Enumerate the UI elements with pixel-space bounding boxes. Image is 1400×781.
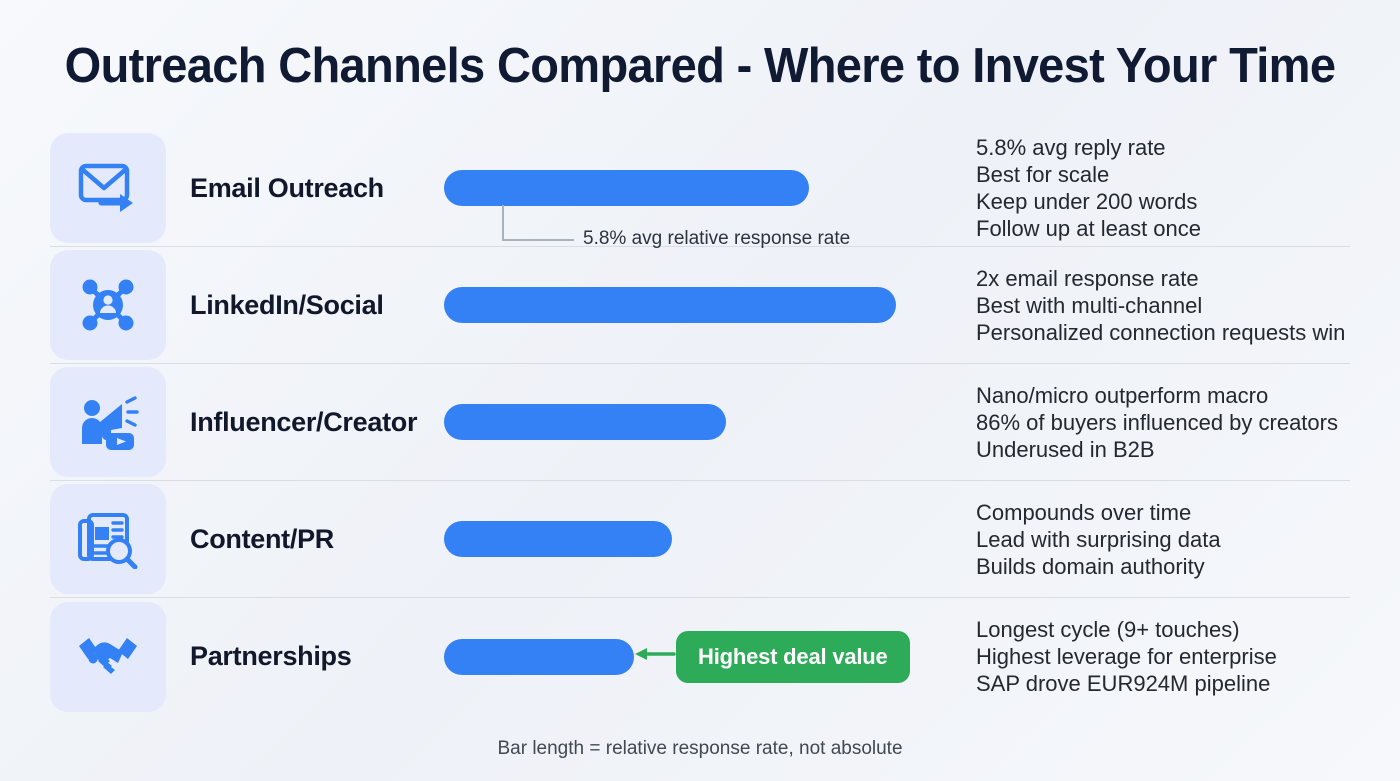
note-line: 2x email response rate — [976, 265, 1199, 291]
channel-notes: 5.8% avg reply rate Best for scale Keep … — [934, 134, 1350, 242]
channel-rows: Email Outreach 5.8% avg relative respons… — [50, 130, 1350, 715]
callout-leader-line — [502, 205, 574, 241]
note-line: 86% of buyers influenced by creators — [976, 409, 1338, 435]
channel-label: Email Outreach — [190, 172, 384, 203]
social-network-icon — [77, 274, 139, 336]
channel-notes: 2x email response rate Best with multi-c… — [934, 265, 1350, 346]
email-outreach-icon — [77, 159, 139, 217]
note-line: Builds domain authority — [976, 553, 1205, 579]
note-line: Highest leverage for enterprise — [976, 644, 1277, 669]
bar-callout: 5.8% avg relative response rate — [502, 205, 850, 250]
note-line: Underused in B2B — [976, 436, 1155, 462]
note-line: Follow up at least once — [976, 216, 1202, 241]
bar-area: Highest deal value — [444, 602, 934, 712]
table-row: LinkedIn/Social 2x email response rate B… — [50, 247, 1350, 364]
note-line: Lead with surprising data — [976, 526, 1221, 552]
note-line: Personalized connection requests win — [976, 319, 1346, 345]
bar-area: 5.8% avg relative response rate — [444, 133, 934, 248]
handshake-icon — [76, 630, 140, 684]
table-row: Content/PR Compounds over time Lead with… — [50, 481, 1350, 598]
table-row: Email Outreach 5.8% avg relative respons… — [50, 130, 1350, 248]
note-line: Keep under 200 words — [976, 189, 1198, 214]
bar-area — [444, 250, 934, 360]
note-line: SAP drove EUR924M pipeline — [976, 671, 1271, 696]
email-outreach-icon-tile — [50, 133, 166, 243]
note-line: 5.8% avg reply rate — [976, 135, 1166, 160]
channel-notes: Nano/micro outperform macro 86% of buyer… — [934, 382, 1350, 463]
channel-bar — [444, 521, 672, 557]
status-badge: Highest deal value — [676, 630, 910, 683]
channel-bar — [444, 404, 726, 440]
page-title: Outreach Channels Compared - Where to In… — [64, 39, 1336, 93]
note-line: Longest cycle (9+ touches) — [976, 617, 1240, 642]
note-line: Compounds over time — [976, 499, 1192, 525]
channel-label: Partnerships — [190, 641, 352, 671]
bar-area — [444, 367, 934, 477]
channel-notes: Compounds over time Lead with surprising… — [934, 499, 1350, 580]
channel-bar — [444, 170, 809, 206]
channel-label: LinkedIn/Social — [190, 289, 384, 320]
table-row: Influencer/Creator Nano/micro outperform… — [50, 364, 1350, 481]
handshake-icon-tile — [50, 601, 166, 712]
newspaper-search-icon-tile — [50, 484, 166, 594]
channel-bar — [444, 287, 896, 323]
highest-deal-value-callout: Highest deal value — [634, 630, 910, 683]
table-row: Partnerships Highest deal value Longest … — [50, 598, 1350, 715]
bar-area — [444, 484, 934, 594]
megaphone-creator-icon-tile — [50, 367, 166, 477]
arrow-left-icon — [634, 644, 676, 669]
megaphone-creator-icon — [76, 392, 140, 452]
footer-note: Bar length = relative response rate, not… — [497, 738, 903, 759]
channel-label: Content/PR — [190, 523, 334, 554]
note-line: Best with multi-channel — [976, 292, 1203, 318]
channel-notes: Longest cycle (9+ touches) Highest lever… — [934, 616, 1350, 697]
newspaper-search-icon — [77, 509, 139, 569]
social-network-icon-tile — [50, 250, 166, 360]
channel-label: Influencer/Creator — [190, 406, 418, 437]
channel-bar — [444, 638, 634, 675]
note-line: Nano/micro outperform macro — [976, 382, 1269, 408]
note-line: Best for scale — [976, 162, 1110, 187]
